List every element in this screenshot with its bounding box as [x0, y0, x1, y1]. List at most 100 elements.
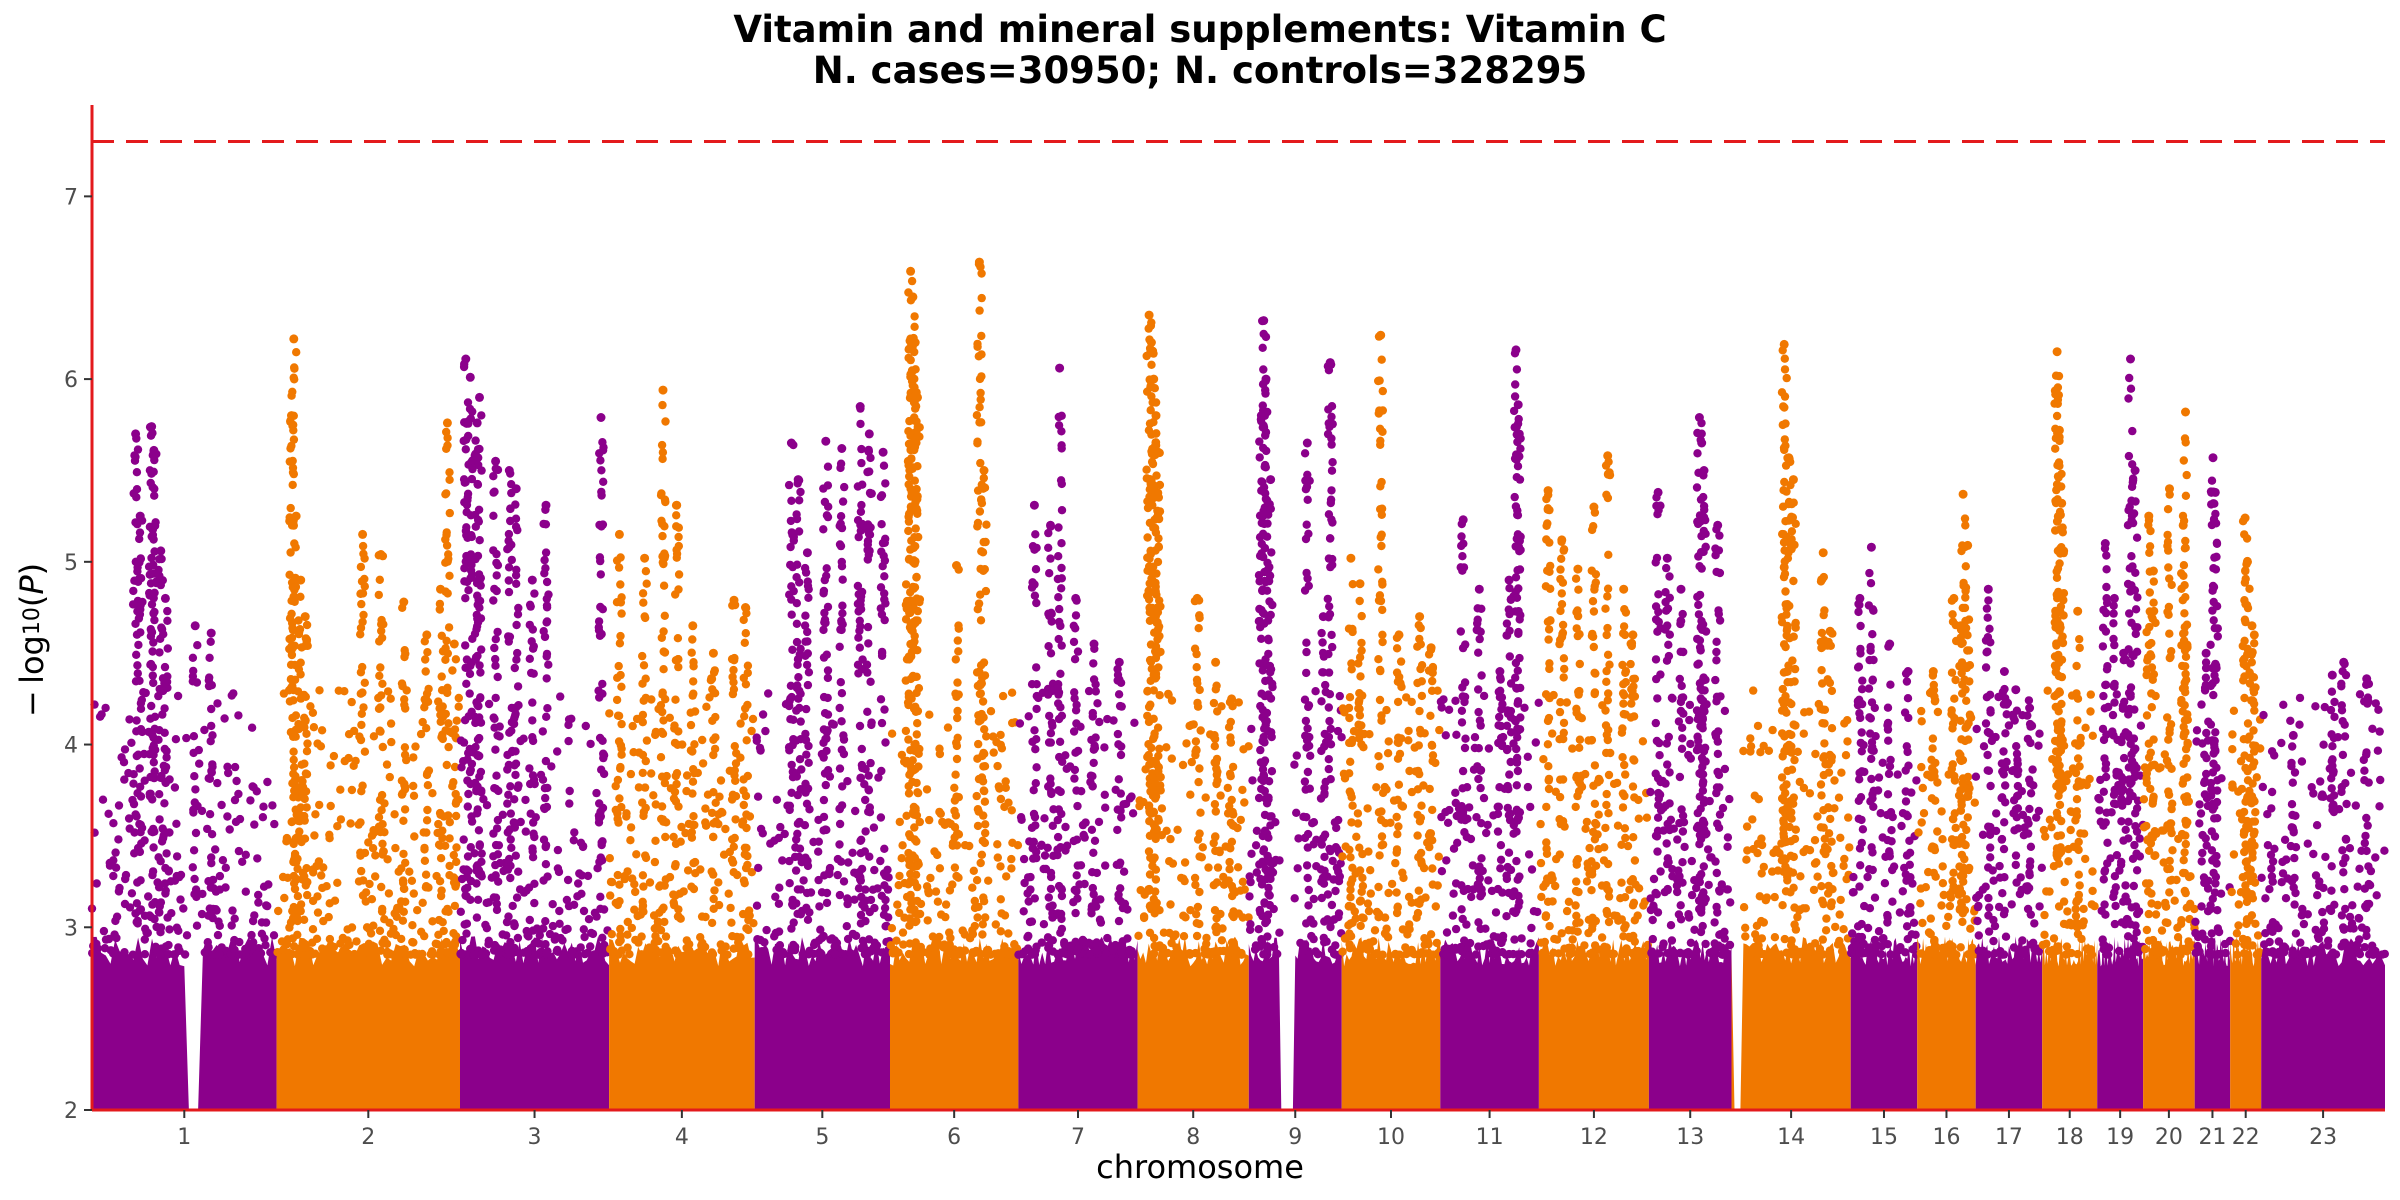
snp-point: [661, 932, 671, 941]
snp-point: [977, 331, 986, 341]
snp-point: [835, 764, 845, 773]
snp-point: [512, 620, 521, 630]
snp-point: [316, 742, 326, 751]
snp-point: [711, 712, 720, 722]
snp-point: [377, 790, 387, 800]
snp-point: [1195, 611, 1204, 620]
snp-point: [874, 773, 883, 782]
snp-point: [489, 472, 498, 481]
snp-point: [820, 769, 830, 778]
snp-point: [521, 827, 530, 836]
snp-point: [754, 863, 763, 873]
snp-peak-point: [1114, 657, 1124, 667]
snp-point: [805, 908, 814, 917]
snp-point: [213, 930, 223, 940]
snp-point: [1078, 820, 1088, 830]
snp-point: [300, 759, 309, 768]
snp-point: [677, 822, 686, 832]
snp-point: [1057, 506, 1067, 515]
snp-point: [976, 949, 985, 959]
snp-point: [329, 751, 339, 761]
snp-point: [659, 627, 668, 636]
snp-point: [762, 925, 771, 935]
snp-point: [132, 485, 142, 494]
snp-point: [743, 661, 753, 670]
snp-point: [1414, 886, 1424, 895]
snp-point: [880, 844, 889, 853]
snp-point: [114, 801, 124, 810]
snp-point: [1503, 706, 1512, 715]
snp-point: [1309, 919, 1318, 928]
snp-point: [794, 673, 803, 682]
snp-point: [857, 835, 866, 844]
snp-point: [1211, 685, 1221, 694]
snp-peak-point: [952, 561, 961, 570]
snp-point: [686, 720, 696, 730]
snp-point: [953, 636, 962, 645]
snp-point: [523, 931, 532, 940]
snp-point: [1474, 918, 1483, 927]
snp-point: [1451, 788, 1460, 797]
snp-point: [616, 764, 625, 773]
snp-point: [642, 736, 652, 745]
snp-point: [375, 926, 385, 935]
chromosome-2-points: [273, 334, 463, 1110]
snp-point: [490, 784, 499, 793]
snp-point: [1417, 801, 1426, 810]
snp-point: [288, 456, 297, 466]
snp-point: [1458, 566, 1467, 575]
snp-point: [867, 718, 876, 727]
snp-point: [473, 576, 482, 586]
snp-point: [1415, 706, 1424, 716]
snp-point: [254, 890, 263, 900]
snp-point: [356, 818, 365, 827]
snp-point: [451, 882, 460, 891]
snp-point: [1435, 725, 1444, 735]
snp-point: [1323, 429, 1333, 439]
snp-point: [325, 830, 334, 839]
snp-point: [1192, 919, 1202, 928]
snp-point: [308, 925, 318, 934]
snp-point: [1513, 666, 1523, 675]
snp-point: [596, 456, 605, 465]
snp-point: [709, 788, 718, 797]
snp-point: [739, 673, 748, 683]
snp-point: [1326, 922, 1335, 932]
snp-peak-point: [1071, 593, 1081, 603]
snp-point: [674, 905, 683, 914]
snp-point: [450, 762, 460, 772]
snp-point: [954, 647, 963, 656]
snp-point: [1039, 864, 1048, 874]
snp-point: [1383, 933, 1393, 942]
snp-point: [467, 570, 477, 579]
snp-point: [674, 802, 683, 811]
snp-point: [1457, 905, 1466, 914]
chart-title: Vitamin and mineral supplements: Vitamin…: [733, 8, 1667, 51]
snp-point: [1506, 728, 1516, 737]
snp-point: [906, 545, 915, 554]
snp-point: [934, 940, 943, 949]
snp-point: [605, 854, 614, 863]
snp-point: [1128, 809, 1138, 818]
snp-point: [269, 931, 279, 940]
snp-point: [1117, 742, 1126, 751]
snp-point: [1413, 908, 1423, 918]
snp-point: [259, 882, 269, 891]
snp-point: [1070, 688, 1079, 697]
snp-point: [730, 742, 739, 751]
snp-point: [477, 857, 486, 866]
snp-point: [958, 926, 967, 935]
snp-point: [382, 760, 392, 769]
snp-point: [1487, 942, 1496, 951]
snp-point: [659, 581, 669, 590]
snp-point: [617, 609, 626, 618]
snp-point: [399, 849, 408, 859]
snp-point: [541, 756, 551, 766]
snp-point: [1266, 665, 1276, 674]
snp-point: [952, 841, 962, 850]
snp-point: [1054, 690, 1063, 699]
snp-point: [1088, 772, 1097, 781]
snp-point: [968, 883, 977, 892]
snp-point: [514, 781, 523, 790]
snp-point: [1451, 696, 1460, 705]
